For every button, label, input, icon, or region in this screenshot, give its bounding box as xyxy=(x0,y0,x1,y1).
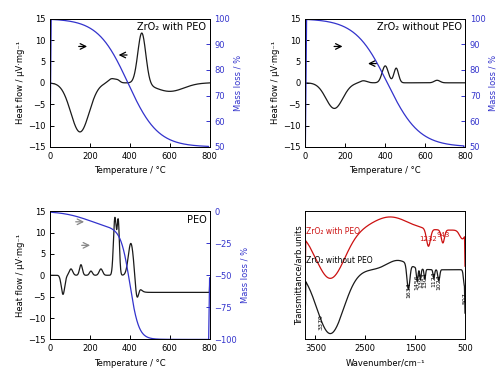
Y-axis label: Heat flow / μV·mg⁻¹: Heat flow / μV·mg⁻¹ xyxy=(16,234,25,317)
Text: ZrO₂ without PEO: ZrO₂ without PEO xyxy=(306,256,373,265)
Text: 1634: 1634 xyxy=(406,282,411,298)
Text: PEO: PEO xyxy=(186,215,206,225)
X-axis label: Wavenumber/cm⁻¹: Wavenumber/cm⁻¹ xyxy=(346,359,425,368)
Text: 1393: 1393 xyxy=(418,272,423,288)
Y-axis label: Mass loss / %: Mass loss / % xyxy=(233,55,242,111)
Text: ZrO₂ with PEO: ZrO₂ with PEO xyxy=(138,22,206,32)
Text: 507: 507 xyxy=(462,292,467,304)
Text: 1024: 1024 xyxy=(436,274,442,290)
Text: 1304: 1304 xyxy=(422,272,428,288)
Text: ZrO₂ without PEO: ZrO₂ without PEO xyxy=(377,22,462,32)
Text: 1232: 1232 xyxy=(420,236,438,246)
Y-axis label: Mass loss / %: Mass loss / % xyxy=(488,55,498,111)
Y-axis label: Transmittance/arb.units: Transmittance/arb.units xyxy=(295,225,304,325)
Text: 943: 943 xyxy=(436,232,450,243)
X-axis label: Temperature / °C: Temperature / °C xyxy=(94,359,166,368)
Y-axis label: Heat flow / μV·mg⁻¹: Heat flow / μV·mg⁻¹ xyxy=(16,41,25,124)
Text: 3379: 3379 xyxy=(319,314,324,330)
Y-axis label: Mass loss / %: Mass loss / % xyxy=(240,247,249,303)
Text: ZrO₂ with PEO: ZrO₂ with PEO xyxy=(306,227,360,236)
Y-axis label: Heat flow / μV·mg⁻¹: Heat flow / μV·mg⁻¹ xyxy=(271,41,280,124)
Text: 1124: 1124 xyxy=(432,272,436,287)
X-axis label: Temperature / °C: Temperature / °C xyxy=(350,166,421,175)
Text: 1456: 1456 xyxy=(415,274,420,290)
X-axis label: Temperature / °C: Temperature / °C xyxy=(94,166,166,175)
